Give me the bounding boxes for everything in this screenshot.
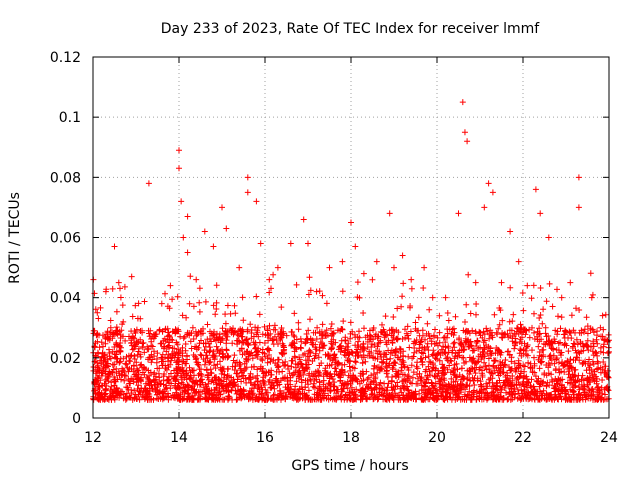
data-point — [558, 294, 565, 301]
y-axis-label: ROTI / TECUs — [7, 192, 23, 284]
data-point — [481, 204, 488, 211]
y-tick-label: 0.08 — [50, 170, 81, 186]
data-point — [386, 210, 393, 217]
data-point — [348, 219, 354, 226]
x-tick-label: 18 — [342, 430, 360, 446]
y-tick-labels: 0 0.02 0.04 0.06 0.08 0.1 0.12 — [50, 50, 81, 427]
y-tick-label: 0.1 — [59, 110, 81, 126]
x-tick-label: 22 — [514, 430, 532, 446]
data-point — [575, 204, 582, 211]
data-point — [498, 279, 505, 286]
data-point — [287, 240, 294, 247]
data-point — [167, 282, 174, 289]
data-point — [274, 264, 281, 271]
data-point — [158, 300, 165, 307]
data-point — [145, 180, 152, 187]
data-point — [537, 210, 544, 217]
data-point — [532, 186, 539, 193]
x-tick-label: 16 — [256, 430, 274, 446]
x-tick-label: 24 — [600, 430, 618, 446]
data-point — [300, 216, 307, 223]
data-point — [352, 243, 359, 250]
data-point — [588, 294, 595, 301]
y-tick-label: 0.02 — [50, 351, 81, 367]
data-point — [128, 273, 135, 280]
data-point — [575, 174, 582, 181]
data-point — [184, 249, 191, 256]
data-point — [567, 279, 574, 286]
axis-ticks — [92, 56, 610, 419]
data-point — [360, 270, 367, 277]
data-point — [244, 174, 251, 181]
data-point — [391, 264, 397, 271]
data-point — [201, 228, 208, 235]
data-point — [485, 180, 492, 187]
data-point — [244, 189, 251, 196]
data-point — [180, 234, 187, 241]
data-point — [472, 279, 479, 286]
y-tick-label: 0 — [72, 411, 81, 427]
data-point — [305, 240, 311, 247]
data-point — [111, 243, 118, 250]
x-tick-label: 20 — [428, 430, 446, 446]
data-point — [489, 189, 496, 196]
data-point — [408, 276, 415, 283]
data-point — [94, 309, 101, 316]
data-point — [339, 258, 346, 265]
data-point — [266, 276, 273, 283]
x-axis-label: GPS time / hours — [291, 458, 408, 474]
y-tick-label: 0.04 — [50, 291, 81, 307]
data-point — [176, 147, 182, 154]
y-tick-label: 0.12 — [50, 50, 81, 66]
data-point — [223, 225, 230, 232]
y-tick-label: 0.06 — [50, 231, 81, 247]
x-tick-label: 12 — [84, 430, 102, 446]
data-point — [507, 228, 514, 235]
background-point-cloud — [90, 270, 612, 403]
data-point — [373, 258, 380, 265]
data-point — [515, 258, 522, 265]
data-point — [193, 276, 200, 283]
data-point — [326, 264, 333, 271]
data-point — [459, 99, 466, 106]
data-point — [464, 138, 471, 145]
data-point — [524, 282, 531, 289]
data-point — [597, 324, 604, 331]
data-point — [236, 264, 243, 271]
data-point — [178, 198, 185, 205]
data-point — [455, 210, 462, 217]
data-point — [102, 288, 109, 295]
data-point — [421, 264, 428, 271]
data-point — [399, 252, 406, 259]
data-point — [313, 288, 320, 295]
data-point — [210, 243, 217, 250]
data-point — [253, 198, 260, 205]
data-point — [545, 234, 552, 241]
data-point — [115, 279, 122, 286]
x-tick-label: 14 — [170, 430, 188, 446]
x-tick-labels: 12 14 16 18 20 22 24 — [84, 430, 618, 446]
chart-title: Day 233 of 2023, Rate Of TEC Index for r… — [161, 21, 541, 37]
data-point — [176, 165, 182, 172]
data-point — [257, 240, 264, 247]
data-point — [219, 204, 225, 211]
data-point — [184, 213, 191, 220]
data-point — [442, 294, 449, 301]
data-point — [461, 129, 468, 136]
data-point — [137, 315, 144, 322]
data-point — [429, 294, 436, 301]
data-points — [90, 99, 612, 403]
